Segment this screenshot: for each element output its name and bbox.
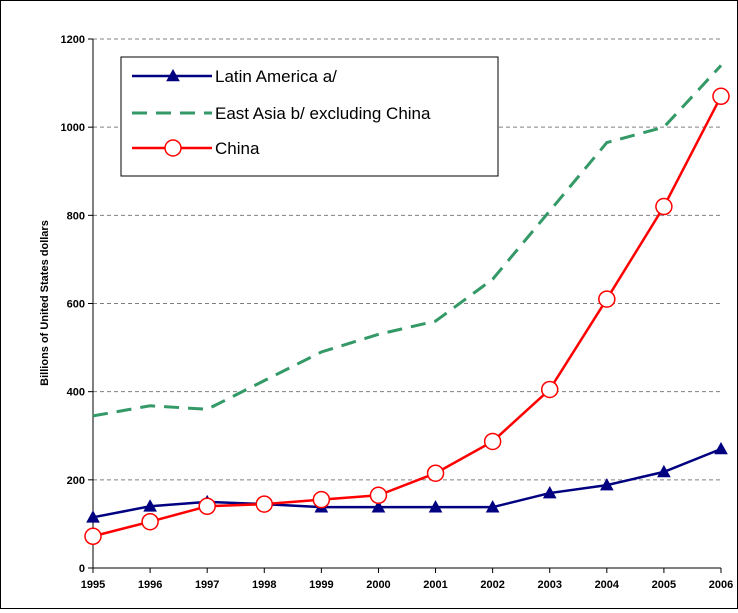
x-tick-label: 2005 bbox=[652, 579, 676, 591]
data-point-triangle bbox=[657, 464, 671, 478]
x-tick-label: 1997 bbox=[195, 579, 219, 591]
data-point-circle bbox=[540, 380, 559, 399]
data-point-triangle bbox=[166, 68, 180, 82]
data-point-triangle bbox=[714, 441, 728, 455]
legend: Latin America a/East Asia b/ excluding C… bbox=[120, 56, 499, 177]
data-point-circle bbox=[483, 432, 502, 451]
data-point-triangle bbox=[599, 478, 614, 491]
y-ticks: 0 200 400 600 800 1000 1200 bbox=[61, 34, 93, 575]
series-2 bbox=[84, 87, 730, 546]
y-axis-label: Billions of United States dollars bbox=[39, 220, 51, 386]
y-tick-label: 0 bbox=[79, 563, 85, 575]
data-point-circle bbox=[369, 486, 388, 505]
legend-label: China bbox=[215, 139, 260, 158]
data-point-circle bbox=[312, 490, 331, 509]
series-1 bbox=[92, 64, 723, 418]
data-point-circle bbox=[426, 464, 445, 482]
series-0 bbox=[86, 441, 728, 523]
y-tick-label: 800 bbox=[67, 210, 85, 222]
data-point-triangle bbox=[485, 500, 500, 513]
data-point-circle bbox=[598, 290, 616, 308]
x-tick-label: 2001 bbox=[423, 579, 447, 591]
data-point-triangle bbox=[428, 500, 443, 513]
x-tick-label: 1996 bbox=[138, 579, 162, 591]
data-point-circle bbox=[84, 527, 102, 546]
x-tick-label: 1999 bbox=[309, 579, 333, 591]
x-tick-label: 1998 bbox=[252, 579, 276, 591]
data-point-circle bbox=[141, 512, 159, 531]
series-line bbox=[92, 95, 723, 538]
data-point-circle bbox=[655, 197, 673, 216]
series-line bbox=[92, 64, 723, 418]
legend-label: Latin America a/ bbox=[215, 67, 337, 86]
data-point-circle bbox=[198, 497, 216, 516]
data-point-circle bbox=[712, 87, 730, 106]
x-tick-label: 2000 bbox=[366, 579, 390, 591]
y-tick-label: 1000 bbox=[61, 122, 85, 134]
y-tick-label: 600 bbox=[67, 299, 85, 311]
data-point-triangle bbox=[371, 500, 386, 513]
legend-entry: China bbox=[132, 139, 260, 158]
x-ticks: 1995 1996 1997 1998 1999 2000 2001 2002 2003 2004… bbox=[81, 568, 733, 591]
x-tick-label: 1995 bbox=[81, 579, 105, 591]
x-tick-label: 2002 bbox=[480, 579, 504, 591]
legend-entry: Latin America a/ bbox=[132, 67, 337, 86]
y-tick-label: 400 bbox=[67, 387, 85, 399]
legend-entry: East Asia b/ excluding China bbox=[132, 104, 431, 123]
series-line bbox=[92, 447, 722, 519]
data-point-triangle bbox=[86, 510, 100, 523]
x-tick-label: 2004 bbox=[595, 579, 620, 591]
x-tick-label: 2006 bbox=[709, 579, 733, 591]
data-point-circle bbox=[164, 139, 182, 157]
y-tick-label: 200 bbox=[67, 475, 85, 487]
data-point-circle bbox=[255, 495, 274, 513]
data-point-triangle bbox=[143, 499, 157, 512]
legend-label: East Asia b/ excluding China bbox=[215, 104, 431, 123]
series bbox=[84, 64, 730, 546]
x-tick-label: 2003 bbox=[537, 579, 561, 591]
y-tick-label: 1200 bbox=[61, 34, 85, 46]
data-point-triangle bbox=[542, 486, 557, 499]
